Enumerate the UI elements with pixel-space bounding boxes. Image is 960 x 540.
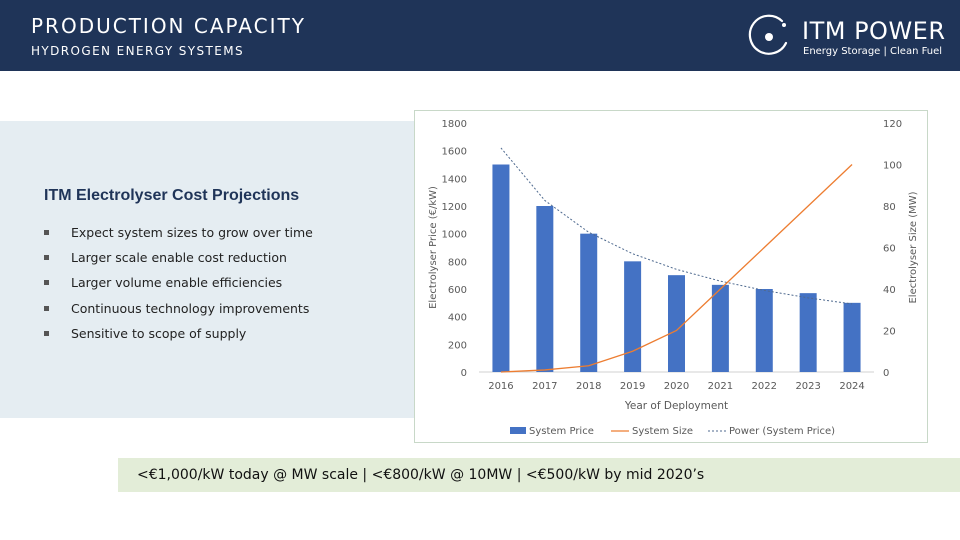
x-axis-title: Year of Deployment [624, 400, 728, 412]
bullet-item: Sensitive to scope of supply [44, 326, 313, 351]
y-tick-label: 1800 [442, 119, 467, 130]
header-bar: PRODUCTION CAPACITY HYDROGEN ENERGY SYST… [0, 0, 960, 71]
legend-system-price-swatch [510, 427, 526, 434]
bullet-item: Larger volume enable efficiencies [44, 275, 313, 300]
y2-tick-label: 120 [883, 119, 902, 130]
bullet-square-icon [44, 280, 49, 286]
x-tick-label: 2023 [795, 381, 820, 392]
x-tick-label: 2019 [620, 381, 645, 392]
bullet-text: Sensitive to scope of supply [71, 325, 247, 341]
x-tick-label: 2024 [839, 381, 864, 392]
price-bar [668, 275, 685, 372]
bullet-text: Larger scale enable cost reduction [71, 250, 287, 266]
itm-power-logo: ITM POWER Energy Storage | Clean Fuel [746, 13, 956, 63]
panel-title: ITM Electrolyser Cost Projections [44, 187, 300, 204]
y-tick-label: 0 [461, 368, 467, 379]
system-size-line [500, 164, 853, 373]
y-tick-label: 1400 [442, 174, 467, 185]
price-bar [799, 293, 817, 372]
legend-power-label: Power (System Price) [729, 426, 835, 437]
bullet-text: Continuous technology improvements [71, 300, 310, 316]
price-bar [492, 164, 510, 372]
price-bar [755, 289, 773, 372]
y2-tick-label: 40 [883, 285, 896, 296]
x-tick-label: 2018 [576, 381, 601, 392]
price-bar [843, 302, 861, 372]
y2-tick-label: 20 [883, 327, 896, 338]
bullet-text: Expect system sizes to grow over time [71, 225, 313, 240]
y-tick-label: 1000 [442, 230, 467, 241]
x-tick-label: 2021 [708, 381, 733, 392]
y-tick-label: 200 [448, 340, 467, 351]
y2-axis-title: Electrolyser Size (MW) [908, 191, 919, 303]
legend-system-size-label: System Size [632, 426, 693, 437]
bullet-text: Larger volume enable efficiencies [71, 275, 283, 291]
y-tick-label: 400 [448, 313, 467, 324]
cost-projection-chart: 0 200 400 600 800 1000 1200 1400 1600 1800 0 20 40 60… [414, 110, 928, 443]
logo-tagline: Energy Storage | Clean Fuel [803, 46, 943, 57]
x-tick-label: 2016 [488, 381, 513, 392]
bullet-square-icon [44, 305, 49, 311]
logo-name: ITM POWER [802, 17, 946, 45]
y2-tick-label: 80 [883, 202, 896, 213]
y2-tick-label: 100 [883, 161, 902, 172]
x-tick-label: 2020 [664, 381, 689, 392]
legend-system-price-label: System Price [529, 426, 594, 437]
price-bar [711, 284, 729, 372]
price-bar [580, 233, 598, 372]
bullet-square-icon [44, 330, 49, 336]
y-tick-label: 800 [448, 257, 467, 268]
chart-canvas: 0 200 400 600 800 1000 1200 1400 1600 1800 0 20 40 60… [428, 119, 919, 437]
banner-text: <€1,000/kW today @ MW scale | <€800/kW @… [137, 467, 705, 483]
bullet-item: Continuous technology improvements [44, 301, 313, 326]
y-tick-label: 1200 [442, 202, 467, 213]
info-panel: ITM Electrolyser Cost Projections Expect… [0, 121, 420, 418]
bullet-item: Expect system sizes to grow over time [44, 225, 313, 250]
summary-banner: <€1,000/kW today @ MW scale | <€800/kW @… [118, 458, 960, 492]
y-tick-label: 600 [448, 285, 467, 296]
x-tick-label: 2022 [752, 381, 777, 392]
bullet-square-icon [44, 255, 49, 261]
bullet-square-icon [44, 230, 49, 235]
price-bar [624, 261, 642, 372]
page-title: PRODUCTION CAPACITY [31, 14, 306, 38]
x-tick-label: 2017 [532, 381, 557, 392]
page-subtitle: HYDROGEN ENERGY SYSTEMS [31, 44, 245, 58]
bullet-item: Larger scale enable cost reduction [44, 250, 313, 275]
bullet-list: Expect system sizes to grow over time La… [44, 225, 313, 351]
y-axis-title: Electrolyser Price (€/kW) [428, 186, 439, 309]
y2-tick-label: 0 [883, 368, 889, 379]
price-bar [536, 206, 554, 372]
logo-mark-icon [748, 14, 788, 55]
y-tick-label: 1600 [442, 147, 467, 158]
y2-tick-label: 60 [883, 244, 896, 255]
